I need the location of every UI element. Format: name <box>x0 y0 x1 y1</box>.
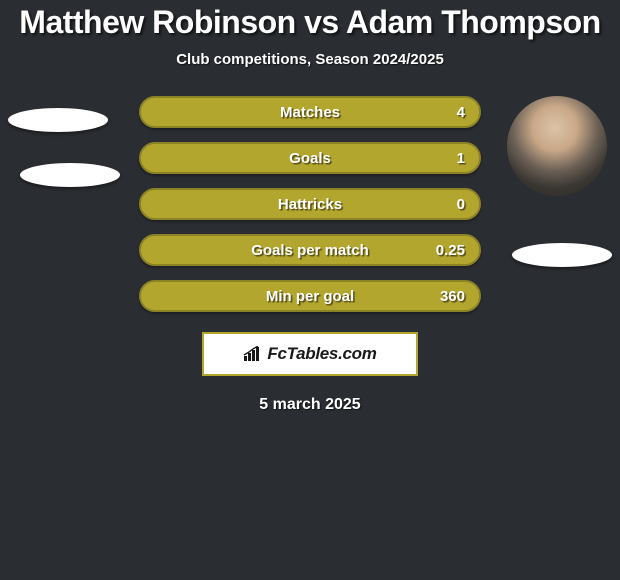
subtitle: Club competitions, Season 2024/2025 <box>0 51 620 68</box>
stat-label: Matches <box>280 104 340 121</box>
right-marker-1 <box>512 243 612 267</box>
brand-badge[interactable]: FcTables.com <box>202 332 418 376</box>
left-marker-1 <box>8 108 108 132</box>
comparison-card: Matthew Robinson vs Adam Thompson Club c… <box>0 0 620 414</box>
stat-label: Hattricks <box>278 196 342 213</box>
stat-value-right: 0.25 <box>436 242 465 259</box>
page-title: Matthew Robinson vs Adam Thompson <box>0 4 620 41</box>
stat-value-right: 4 <box>457 104 465 121</box>
stat-row-hattricks: Hattricks 0 <box>139 188 481 220</box>
stats-list: Matches 4 Goals 1 Hattricks 0 Goals per … <box>139 96 481 312</box>
chart-icon <box>243 346 263 362</box>
stat-row-gpm: Goals per match 0.25 <box>139 234 481 266</box>
stat-row-matches: Matches 4 <box>139 96 481 128</box>
avatar-right <box>507 96 607 196</box>
stat-row-goals: Goals 1 <box>139 142 481 174</box>
brand-text: FcTables.com <box>267 344 376 364</box>
avatar-right-face <box>507 96 607 196</box>
stat-label: Min per goal <box>266 288 354 305</box>
stat-value-right: 360 <box>440 288 465 305</box>
stat-label: Goals <box>289 150 331 167</box>
stat-value-right: 0 <box>457 196 465 213</box>
stat-value-right: 1 <box>457 150 465 167</box>
stat-row-mpg: Min per goal 360 <box>139 280 481 312</box>
left-marker-2 <box>20 163 120 187</box>
player-right-column <box>502 96 612 196</box>
main-area: Matches 4 Goals 1 Hattricks 0 Goals per … <box>0 96 620 414</box>
stat-label: Goals per match <box>251 242 369 259</box>
date-text: 5 march 2025 <box>0 396 620 414</box>
